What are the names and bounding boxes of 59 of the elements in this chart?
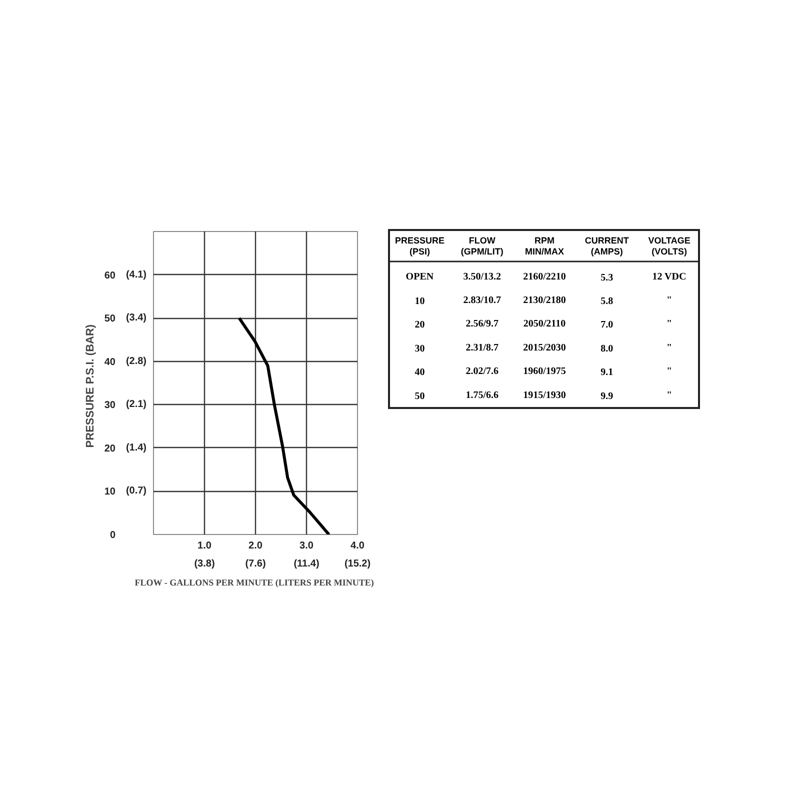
x-axis-title: FLOW - GALLONS PER MINUTE (LITERS PER MINUTE) bbox=[134, 578, 374, 588]
text: 9.9 bbox=[600, 390, 614, 402]
text: 9.1 bbox=[600, 367, 614, 378]
text: 2.31/8.7 bbox=[466, 342, 498, 354]
line-series bbox=[238, 316, 330, 534]
y-tick-label: 0 bbox=[110, 530, 116, 541]
text: 30 bbox=[414, 343, 425, 354]
text: 2015/2030 bbox=[523, 342, 566, 354]
x-tick-label: 4.0 bbox=[350, 540, 365, 552]
text: 50 bbox=[414, 390, 425, 402]
category-label: VOLTAGE (VOLTS) bbox=[648, 236, 690, 257]
text: 3.50/13.2 bbox=[463, 271, 501, 282]
text: 2.56/9.7 bbox=[466, 318, 498, 330]
text: 5.8 bbox=[600, 296, 614, 308]
category-label: FLOW (GPM/LIT) bbox=[460, 236, 504, 257]
y2-tick-label: (0.7) bbox=[126, 486, 146, 497]
text: 2160/2210 bbox=[523, 271, 566, 282]
y2-tick-label: (2.1) bbox=[126, 399, 146, 410]
y-tick-label: 40 bbox=[104, 356, 116, 368]
text: 2130/2180 bbox=[523, 295, 566, 306]
x2-tick-label: (11.4) bbox=[294, 558, 320, 570]
x-tick-label: 1.0 bbox=[198, 540, 212, 552]
text: 1.75/6.6 bbox=[466, 390, 498, 401]
text: OPEN bbox=[406, 271, 434, 282]
x2-tick-label: (3.8) bbox=[194, 558, 215, 570]
x2-tick-label: (15.2) bbox=[344, 558, 371, 570]
x-tick-label: 3.0 bbox=[300, 540, 314, 552]
y2-tick-label: (4.1) bbox=[126, 269, 146, 280]
text: 12 VDC bbox=[652, 271, 686, 282]
text: 8.0 bbox=[600, 343, 614, 354]
text: 5.3 bbox=[600, 272, 614, 284]
text: 7.0 bbox=[600, 320, 614, 331]
category-label: RPM MIN/MAX bbox=[525, 236, 564, 257]
text: 20 bbox=[414, 320, 425, 331]
text: " bbox=[666, 295, 672, 306]
text: 2.02/7.6 bbox=[466, 366, 498, 378]
x2-tick-label: (7.6) bbox=[245, 558, 266, 570]
text: " bbox=[666, 318, 672, 330]
y2-tick-label: (2.8) bbox=[126, 356, 146, 367]
text: 10 bbox=[414, 296, 425, 308]
y-axis-title: PRESSURE P.S.I. (BAR) bbox=[84, 324, 96, 448]
y-tick-label: 60 bbox=[104, 270, 116, 282]
category-label: PRESSURE (PSI) bbox=[394, 236, 444, 257]
text: " bbox=[666, 342, 672, 354]
text: " bbox=[666, 366, 672, 378]
y-tick-label: 10 bbox=[104, 486, 116, 498]
x-tick-label: 2.0 bbox=[248, 540, 263, 552]
y2-tick-label: (1.4) bbox=[126, 442, 146, 454]
y-tick-label: 50 bbox=[104, 314, 116, 325]
text: 40 bbox=[414, 367, 425, 378]
text: 1915/1930 bbox=[523, 390, 566, 401]
text: 2.83/10.7 bbox=[463, 295, 501, 306]
text: " bbox=[666, 390, 672, 401]
y-tick-label: 20 bbox=[104, 443, 116, 454]
y-tick-label: 30 bbox=[104, 400, 116, 412]
text: 2050/2110 bbox=[523, 318, 566, 330]
text: 1960/1975 bbox=[523, 366, 566, 378]
category-label: CURRENT (AMPS) bbox=[584, 236, 630, 257]
y2-tick-label: (3.4) bbox=[126, 312, 146, 324]
